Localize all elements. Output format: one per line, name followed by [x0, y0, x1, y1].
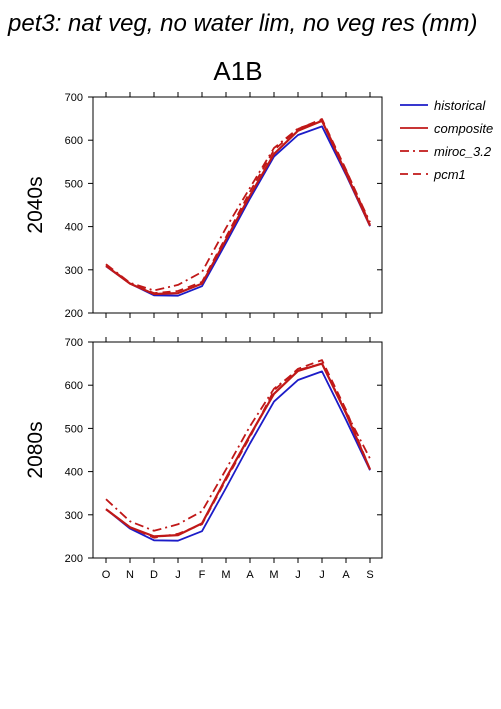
series-line-pcm1	[105, 359, 371, 539]
x-tick-label: O	[102, 569, 111, 581]
legend-label: composite	[434, 121, 493, 136]
y-tick-label: 200	[65, 308, 83, 320]
panel-2040s: 200 300 400 500 600 700 2040s	[24, 92, 383, 320]
x-tick-label: M	[269, 569, 278, 581]
y-tick-label: 200	[65, 553, 83, 565]
panel-2080s: 200 300 400 500 600 700 O N D J F M A M J J A S 2080s	[24, 337, 383, 581]
x-tick-label: J	[295, 569, 301, 581]
x-tick-label: A	[342, 569, 350, 581]
x-tick-label: A	[246, 569, 254, 581]
y-tick-label: 400	[65, 222, 83, 234]
series-line-historical	[105, 370, 371, 542]
x-tick-label: F	[199, 569, 206, 581]
y-tick-label: 300	[65, 265, 83, 277]
y-tick-label: 700	[65, 337, 83, 349]
legend-label: historical	[434, 98, 486, 113]
y-tick-label: 500	[65, 423, 83, 435]
x-tick-label: J	[175, 569, 181, 581]
series-line-miroc-3-2	[105, 119, 371, 292]
scenario-label: A1B	[213, 56, 262, 86]
period-label: 2040s	[24, 176, 47, 233]
legend-label: miroc_3.2	[434, 144, 492, 159]
y-tick-label: 600	[65, 380, 83, 392]
x-tick-label: J	[319, 569, 325, 581]
x-tick-label: M	[221, 569, 230, 581]
series-line-miroc-3-2	[105, 362, 371, 532]
y-tick-label: 400	[65, 467, 83, 479]
x-tick-label: S	[366, 569, 373, 581]
series-line-composite	[105, 119, 372, 296]
plot-frame	[92, 96, 383, 314]
legend: historical composite miroc_3.2 pcm1	[400, 98, 493, 182]
series-line-historical	[105, 125, 371, 297]
series-line-pcm1	[105, 118, 371, 295]
legend-label: pcm1	[433, 167, 466, 182]
plot-frame	[92, 341, 383, 559]
chart-title: pet3: nat veg, no water lim, no veg res …	[7, 10, 478, 37]
y-tick-label: 600	[65, 135, 83, 147]
x-tick-label: N	[126, 569, 134, 581]
y-tick-label: 300	[65, 510, 83, 522]
period-label: 2080s	[24, 421, 47, 478]
y-tick-label: 700	[65, 92, 83, 104]
y-tick-label: 500	[65, 178, 83, 190]
x-tick-label: D	[150, 569, 158, 581]
